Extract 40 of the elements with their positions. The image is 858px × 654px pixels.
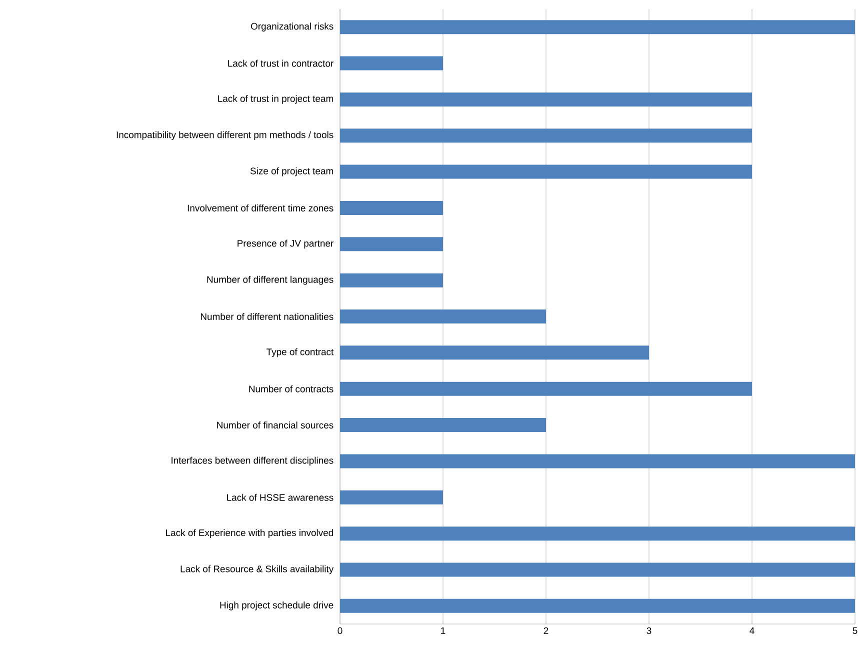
bar: [340, 200, 444, 215]
bar: [340, 490, 444, 504]
bar: [340, 273, 444, 288]
y-tick-label: Lack of Experience with parties involved: [166, 529, 334, 538]
bar: [340, 92, 752, 106]
y-tick-label: Lack of Resource & Skills availability: [180, 565, 334, 574]
y-tick-label: Number of different nationalities: [200, 313, 334, 320]
x-tick-label: 0: [338, 627, 342, 634]
y-tick-label: Type of contract: [266, 348, 334, 358]
bar: [340, 346, 650, 360]
y-tick-label: Number of contracts: [249, 385, 334, 392]
bar: [340, 562, 856, 577]
y-tick-label: Interfaces between different disciplines: [172, 456, 334, 466]
x-tick-label: 2: [544, 627, 548, 634]
bar: [340, 382, 752, 396]
y-tick-label: Size of project team: [250, 167, 334, 176]
bar: [340, 598, 856, 613]
y-tick-label: Lack of HSSE awareness: [227, 494, 334, 501]
y-tick-label: Presence of JV partner: [238, 240, 334, 249]
y-tick-label: Organizational risks: [250, 22, 334, 32]
bar: [340, 237, 444, 252]
bar: [340, 56, 444, 70]
x-tick-label: 1: [441, 627, 446, 634]
y-tick-label: Number of financial sources: [217, 422, 334, 429]
y-tick-label: High project schedule drive: [220, 602, 334, 610]
y-tick-label: Lack of trust in project team: [218, 95, 334, 104]
y-tick-label: Incompatibility between different pm methods / tools: [116, 131, 334, 140]
x-tick-label: 4: [750, 627, 754, 634]
bar: [340, 526, 856, 541]
bar: [340, 128, 752, 143]
y-tick-label: Lack of trust in contractor: [228, 60, 334, 67]
bar: [340, 20, 856, 34]
y-tick-label: Number of different languages: [207, 276, 334, 285]
bar: [340, 164, 752, 179]
bar: [340, 454, 856, 468]
bar: [340, 418, 546, 432]
bar: [340, 310, 546, 324]
x-tick-label: 3: [646, 627, 652, 634]
y-tick-label: Involvement of different time zones: [188, 204, 334, 212]
x-tick-label: 5: [852, 627, 858, 634]
